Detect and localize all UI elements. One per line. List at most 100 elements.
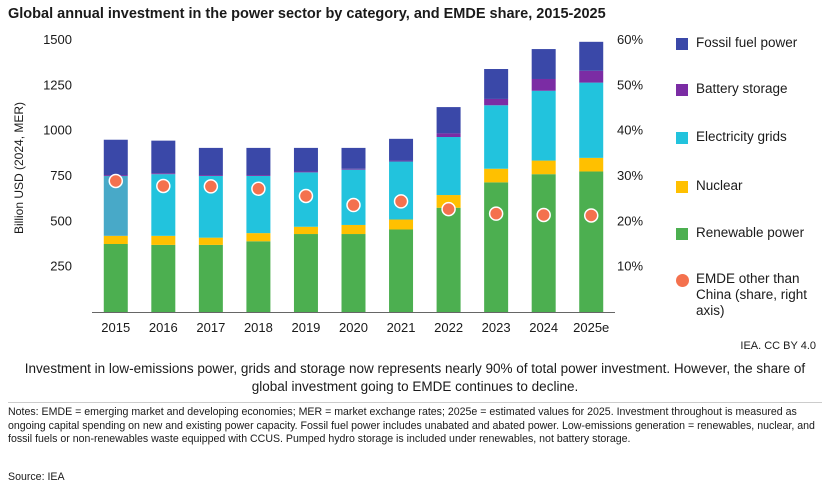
bar-segment bbox=[579, 171, 604, 312]
legend-label-fossil: Fossil fuel power bbox=[696, 35, 798, 50]
emde-share-point bbox=[393, 194, 409, 209]
x-tick-label: 2022 bbox=[434, 320, 463, 335]
chart-caption: Investment in low-emissions power, grids… bbox=[24, 361, 806, 394]
bar-segment bbox=[103, 244, 128, 312]
x-tick-label: 2019 bbox=[291, 320, 320, 335]
bar-segment bbox=[484, 182, 509, 312]
x-tick-label: 2025e bbox=[573, 320, 609, 335]
emde-share-point bbox=[251, 181, 266, 196]
bar-segment bbox=[246, 175, 271, 176]
bar-segment bbox=[246, 233, 271, 242]
legend-label-renewable: Renewable power bbox=[696, 225, 805, 240]
bar-segment bbox=[151, 235, 176, 245]
emde-share-point bbox=[156, 178, 171, 194]
bar-segment bbox=[436, 107, 461, 134]
legend-label-nuclear: Nuclear bbox=[696, 178, 743, 193]
emde-share-point bbox=[346, 197, 361, 213]
bar-segment bbox=[531, 49, 556, 79]
emde-share-point bbox=[536, 207, 551, 223]
y-tick-label: 1500 bbox=[43, 32, 72, 47]
bar-segment bbox=[151, 140, 176, 174]
bar-segment bbox=[579, 70, 604, 83]
emde-share-point bbox=[583, 208, 599, 223]
x-tick-label: 2015 bbox=[101, 320, 130, 335]
bar-segment bbox=[531, 160, 556, 175]
bar-segment bbox=[341, 168, 366, 170]
y-tick-label: 250 bbox=[50, 259, 72, 274]
notes: Notes: EMDE = emerging market and develo… bbox=[8, 406, 815, 445]
y2-tick-label: 40% bbox=[617, 123, 643, 138]
y-tick-label: 750 bbox=[50, 168, 72, 183]
bar-segment bbox=[484, 69, 509, 99]
bar-segment bbox=[531, 90, 556, 161]
x-tick-label: 2016 bbox=[149, 320, 178, 335]
legend-label-grids: Electricity grids bbox=[696, 129, 787, 144]
bar-segment bbox=[198, 147, 223, 176]
x-tick-label: 2021 bbox=[387, 320, 416, 335]
bar-segment bbox=[198, 175, 223, 176]
bar-segment bbox=[103, 139, 128, 176]
bar-segment bbox=[151, 173, 176, 175]
bar-segment bbox=[436, 207, 461, 312]
bar-segment bbox=[389, 229, 414, 312]
bar-segment bbox=[103, 235, 128, 244]
legend-label-emde: EMDE other than China (share, right axis… bbox=[696, 271, 808, 318]
bar-segment bbox=[531, 78, 556, 91]
y2-tick-label: 50% bbox=[617, 77, 643, 92]
chart-title: Global annual investment in the power se… bbox=[8, 6, 606, 22]
bar-segment bbox=[293, 234, 318, 312]
bar-segment bbox=[484, 98, 509, 106]
bar-segment bbox=[341, 224, 366, 235]
bar-segment bbox=[579, 82, 604, 158]
y2-tick-label: 30% bbox=[617, 168, 643, 183]
bar-segment bbox=[293, 171, 318, 173]
x-tick-label: 2024 bbox=[529, 320, 558, 335]
legend-swatch-renewable bbox=[676, 228, 688, 240]
emde-share-point bbox=[298, 188, 314, 204]
bar-segment bbox=[531, 174, 556, 312]
emde-share-point bbox=[488, 206, 504, 221]
y-axis-label: Billion USD (2024, MER) bbox=[12, 102, 26, 234]
source: Source: IEA bbox=[8, 471, 65, 483]
bar-segment bbox=[293, 147, 318, 172]
bar-segment bbox=[484, 105, 509, 169]
chart-plot: 250 500 750 1000 1250 1500 10% 20% 30% 40% 50% 60% B… bbox=[12, 32, 643, 335]
legend-label-battery: Battery storage bbox=[696, 81, 788, 96]
y-tick-label: 1000 bbox=[43, 123, 72, 138]
bar-segment bbox=[341, 234, 366, 312]
bar-segment bbox=[341, 147, 366, 169]
bar-segment bbox=[484, 168, 509, 183]
legend-swatch-nuclear bbox=[676, 181, 688, 193]
bar-segment bbox=[341, 169, 366, 225]
legend-swatch-emde bbox=[676, 274, 689, 287]
legend-swatch-fossil bbox=[676, 38, 688, 50]
credit: IEA. CC BY 4.0 bbox=[740, 340, 816, 352]
bar-segment bbox=[389, 219, 414, 230]
y2-tick-label: 60% bbox=[617, 32, 643, 47]
bar-segment bbox=[389, 161, 414, 220]
x-tick-label: 2020 bbox=[339, 320, 368, 335]
y2-tick-label: 10% bbox=[617, 259, 643, 274]
y-tick-label: 1250 bbox=[43, 77, 72, 92]
emde-share-point bbox=[108, 173, 124, 189]
bar-segment bbox=[151, 244, 176, 312]
emde-share-point bbox=[203, 179, 219, 194]
bar-segment bbox=[579, 41, 604, 71]
bar-segment bbox=[389, 160, 414, 162]
emde-share-point bbox=[441, 201, 456, 217]
bar-segment bbox=[198, 237, 223, 245]
y-tick-label: 500 bbox=[50, 213, 72, 228]
bar-segment bbox=[436, 137, 461, 196]
divider bbox=[8, 402, 822, 403]
x-tick-label: 2017 bbox=[196, 320, 225, 335]
bar-segment bbox=[293, 226, 318, 235]
bar-segment bbox=[579, 157, 604, 172]
bar-segment bbox=[198, 244, 223, 312]
x-tick-label: 2018 bbox=[244, 320, 273, 335]
legend-swatch-grids bbox=[676, 132, 688, 144]
bar-segment bbox=[389, 138, 414, 161]
x-tick-label: 2023 bbox=[482, 320, 511, 335]
bar-segment bbox=[436, 195, 461, 208]
bar-segment bbox=[436, 133, 461, 138]
legend-swatch-battery bbox=[676, 84, 688, 96]
